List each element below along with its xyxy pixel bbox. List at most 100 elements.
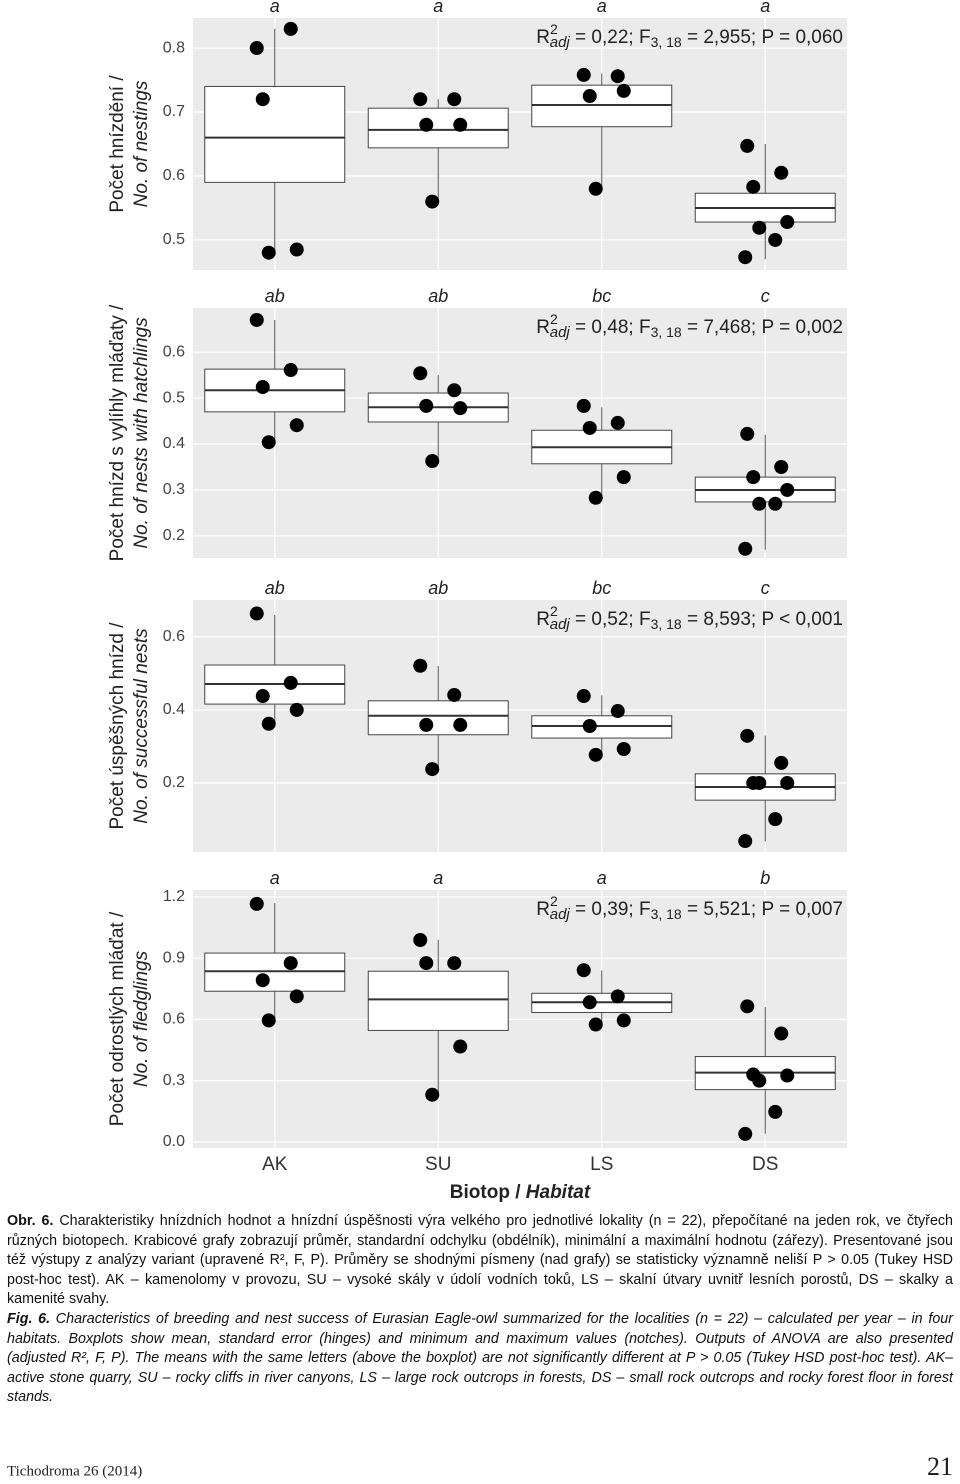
data-point <box>261 716 276 731</box>
group-letter: ab <box>428 578 448 598</box>
group-letter: a <box>597 0 607 16</box>
stat-part: = 0,48; F <box>570 317 651 338</box>
box <box>367 107 509 149</box>
data-point <box>610 704 625 719</box>
data-point <box>283 363 298 378</box>
stat-part: = 7,468; P = 0,002 <box>682 317 843 338</box>
x-axis-label-part: Habitat <box>526 1182 591 1203</box>
stat-part: = 2,955; P = 0,060 <box>682 27 843 48</box>
data-point <box>774 165 789 180</box>
data-point <box>447 687 462 702</box>
data-point <box>261 245 276 260</box>
data-point <box>419 117 434 132</box>
group-letter: b <box>760 868 770 888</box>
stat-sup: 2 <box>550 21 558 37</box>
data-point <box>780 1068 795 1083</box>
data-point <box>768 812 783 827</box>
data-point <box>774 755 789 770</box>
x-axis-label-part: Biotop / <box>450 1182 526 1203</box>
data-point <box>425 1087 440 1102</box>
y-tick-label: 0.6 <box>163 628 185 645</box>
group-letter: a <box>597 868 607 888</box>
y-tick-label: 0.0 <box>163 1133 185 1150</box>
stat-annotation: R2 adj = 0,22; F3, 18 = 2,955; P = 0,060 <box>536 21 843 51</box>
data-point <box>610 989 625 1004</box>
x-tick-label: AK <box>262 1154 288 1175</box>
data-point <box>255 92 270 107</box>
y-tick-label: 0.8 <box>163 39 185 56</box>
stat-sub: adj <box>550 906 571 923</box>
y-tick-label: 0.6 <box>163 167 185 184</box>
data-point <box>616 83 631 98</box>
data-point <box>425 762 440 777</box>
group-letter: a <box>433 0 443 16</box>
y-axis-label: Počet hnízd s vylíhly mláďaty / <box>107 304 128 561</box>
caption-text: Characteristics of breeding and nest suc… <box>7 1310 953 1406</box>
data-point <box>576 398 591 413</box>
box <box>367 970 509 1031</box>
stat-part: R <box>536 27 550 48</box>
data-point <box>255 973 270 988</box>
stat-annotation: R2 adj = 0,48; F3, 18 = 7,468; P = 0,002 <box>536 311 843 341</box>
data-point <box>616 742 631 757</box>
data-point <box>576 67 591 82</box>
group-letter: a <box>433 868 443 888</box>
stat-part: R <box>536 899 550 920</box>
data-point <box>582 719 597 733</box>
box <box>204 85 346 183</box>
y-tick-label: 0.6 <box>163 1011 185 1028</box>
data-point <box>255 689 270 704</box>
x-tick-label: LS <box>590 1154 613 1175</box>
group-letter: c <box>761 286 770 306</box>
data-point <box>283 956 298 971</box>
data-point <box>576 689 591 704</box>
stat-part: R <box>536 609 550 630</box>
data-point <box>425 194 440 209</box>
group-letter: a <box>760 0 770 16</box>
data-point <box>413 933 428 948</box>
group-letter: ab <box>265 286 285 306</box>
data-point <box>768 232 783 247</box>
y-tick-label: 0.3 <box>163 1072 185 1089</box>
data-point <box>740 999 755 1014</box>
plot-background <box>193 308 847 558</box>
data-point <box>453 117 468 132</box>
data-point <box>255 380 270 395</box>
y-axis-label: No. of nestings <box>131 80 152 207</box>
group-letter: ab <box>428 286 448 306</box>
y-axis-label: Počet hnízdění / <box>107 75 128 213</box>
stat-sub: adj <box>550 34 571 51</box>
data-point <box>249 606 264 621</box>
data-point <box>447 92 462 107</box>
y-tick-label: 0.4 <box>163 435 185 452</box>
stat-annotation: R2 adj = 0,52; F3, 18 = 8,593; P < 0,001 <box>536 603 843 633</box>
y-axis-label: No. of fledglings <box>131 950 152 1087</box>
y-tick-label: 0.5 <box>163 231 185 248</box>
data-point <box>738 541 753 556</box>
data-point <box>774 1026 789 1041</box>
group-letter: a <box>270 0 280 16</box>
data-point <box>283 21 298 36</box>
data-point <box>453 717 468 732</box>
data-point <box>588 747 603 762</box>
x-tick-label: SU <box>425 1154 451 1175</box>
y-tick-label: 0.4 <box>163 701 185 718</box>
caption-cz: Obr. 6. Charakteristiky hnízdních hodnot… <box>7 1212 953 1310</box>
y-tick-label: 0.2 <box>163 774 185 791</box>
page-number: 21 <box>927 1452 953 1481</box>
y-tick-label: 0.9 <box>163 949 185 966</box>
group-letter: a <box>270 868 280 888</box>
data-point <box>738 834 753 849</box>
group-letter: bc <box>592 286 611 306</box>
data-point <box>610 415 625 430</box>
data-point <box>752 775 767 790</box>
data-point <box>447 956 462 971</box>
data-point <box>588 181 603 196</box>
y-tick-label: 0.7 <box>163 103 185 120</box>
data-point <box>447 383 462 398</box>
data-point <box>738 1126 753 1141</box>
data-point <box>582 89 597 104</box>
y-axis-label: Počet úspěšných hnízd / <box>107 622 128 830</box>
data-point <box>413 366 428 381</box>
